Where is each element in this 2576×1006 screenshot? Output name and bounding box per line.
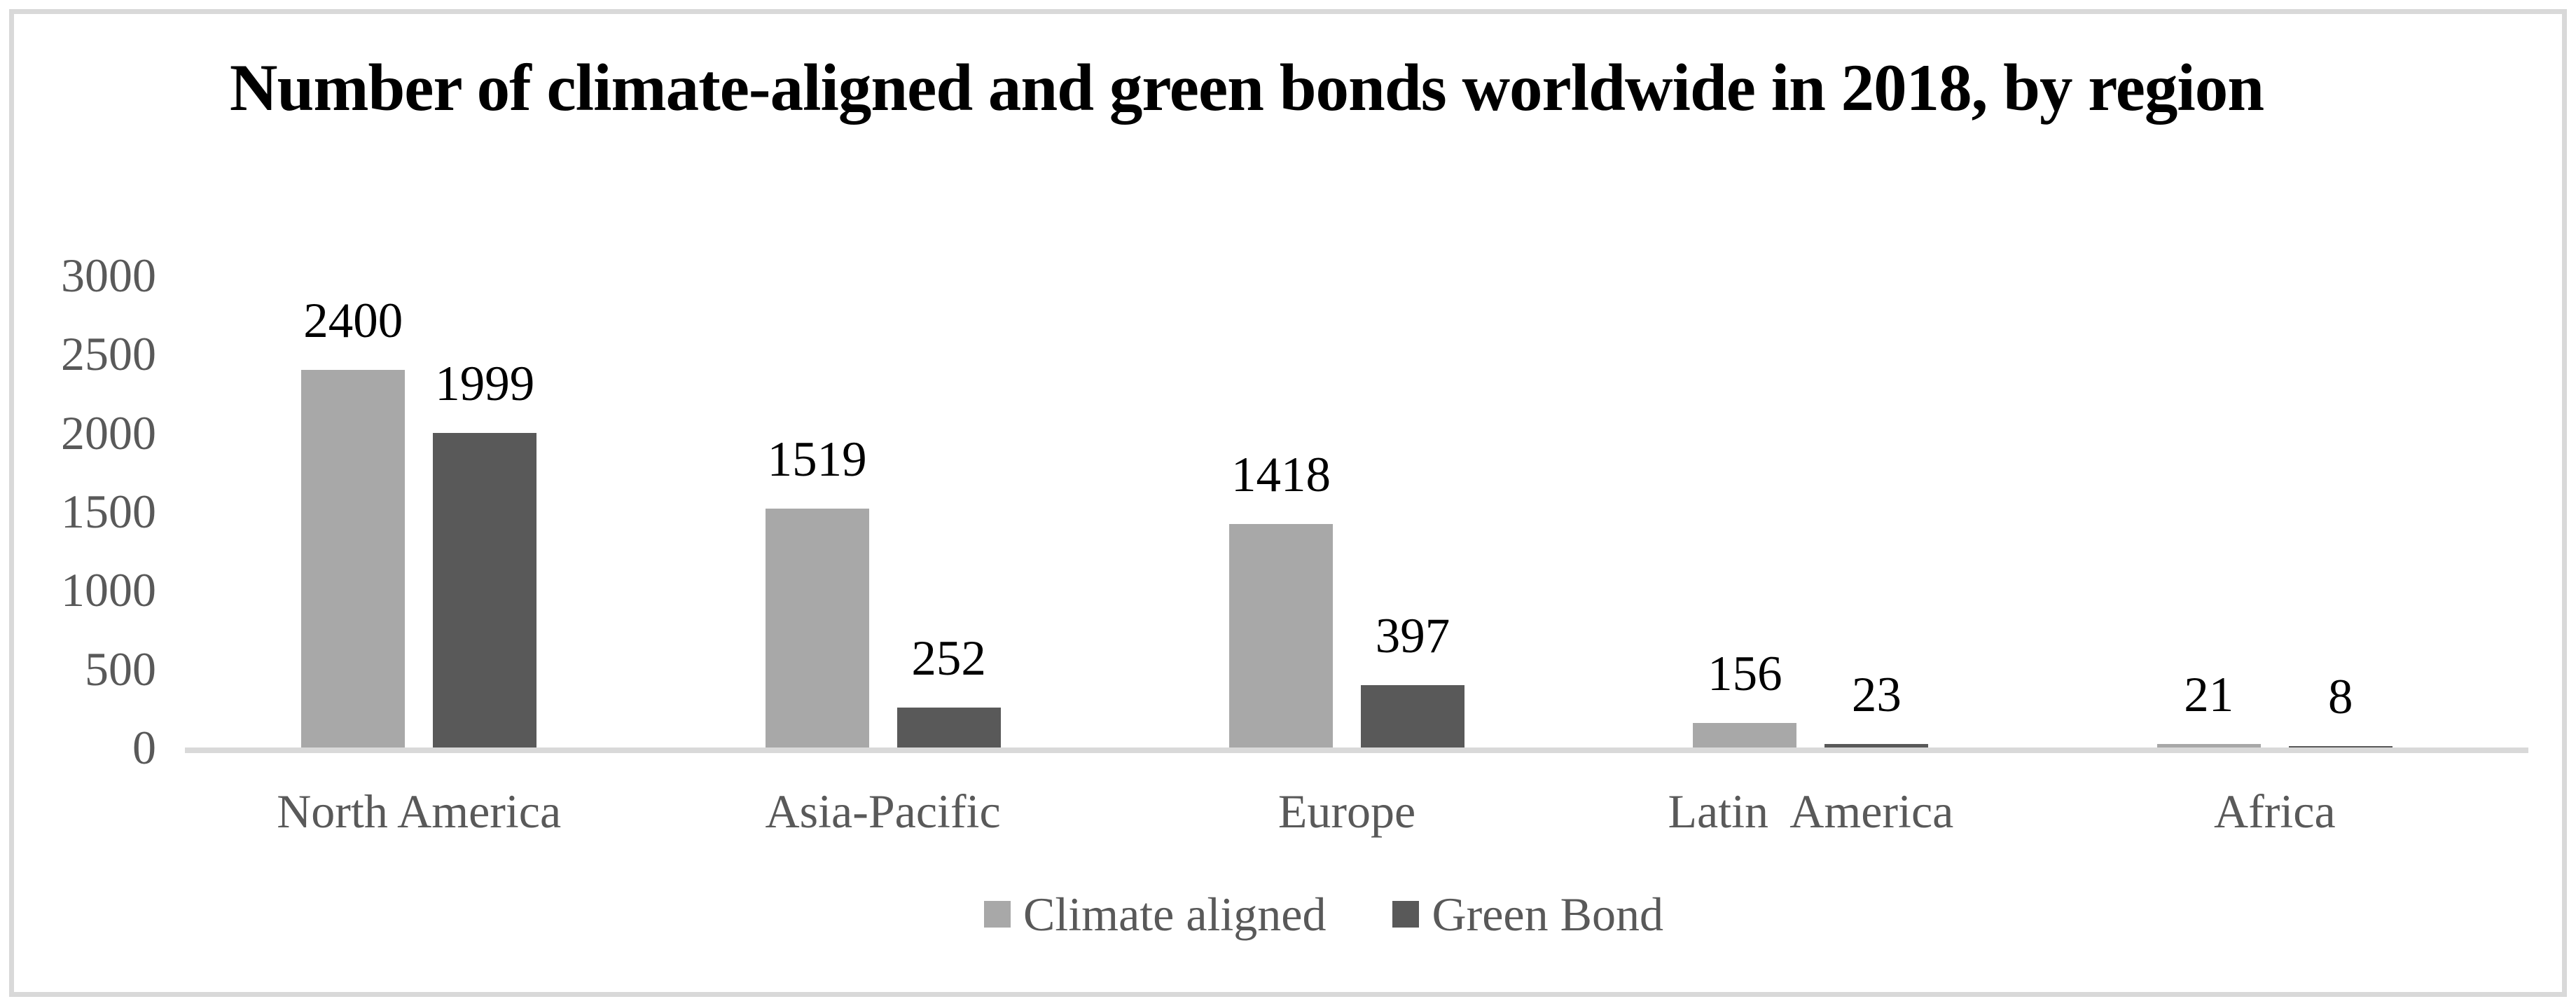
bar-value-label-green-bond-latin-america: 23	[1851, 668, 1902, 722]
climate-aligned-bar-latin-america	[1693, 723, 1797, 747]
bar-value-label-green-bond-africa: 8	[2328, 670, 2353, 724]
y-tick-label: 3000	[61, 249, 156, 302]
bar-value-label-green-bond-asia-pacific: 252	[911, 631, 986, 686]
legend: Climate aligned Green Bond	[164, 888, 2484, 940]
climate-aligned-bar-europe	[1229, 524, 1333, 747]
green-bond-bar-asia-pacific	[896, 708, 1001, 747]
y-tick-label: 0	[132, 721, 156, 774]
bar-value-label-climate-aligned-north-america: 2400	[303, 294, 403, 348]
x-axis-line	[185, 747, 2528, 753]
y-tick-label: 1000	[61, 563, 156, 617]
bar-value-label-green-bond-north-america: 1999	[435, 357, 535, 411]
bar-value-label-green-bond-europe: 397	[1375, 609, 1450, 663]
bar-value-label-climate-aligned-asia-pacific: 1519	[767, 432, 867, 487]
green-bond-bar-north-america	[433, 433, 537, 747]
green-bond-bar-africa	[2288, 746, 2393, 747]
climate-aligned-bar-asia-pacific	[765, 509, 869, 747]
climate-aligned-bar-africa	[2156, 744, 2261, 747]
bar-value-label-climate-aligned-africa: 21	[2184, 668, 2234, 722]
x-axis-label-asia-pacific: Asia-Pacific	[765, 785, 1001, 838]
y-tick-label: 1500	[61, 485, 156, 538]
legend-item-green-bond: Green Bond	[1392, 888, 1663, 940]
bar-value-label-climate-aligned-latin-america: 156	[1708, 647, 1782, 701]
y-tick-label: 500	[85, 642, 156, 696]
chart-title: Number of climate-aligned and green bond…	[229, 50, 2264, 125]
legend-label: Green Bond	[1432, 888, 1663, 941]
y-tick-label: 2000	[61, 406, 156, 460]
climate-aligned-swatch-icon	[984, 901, 1011, 928]
legend-label: Climate aligned	[1023, 888, 1327, 941]
green-bond-bar-latin-america	[1824, 744, 1929, 747]
legend-item-climate-aligned: Climate aligned	[984, 888, 1326, 940]
x-axis-label-europe: Europe	[1277, 785, 1416, 838]
green-bond-bar-europe	[1361, 685, 1464, 747]
climate-aligned-bar-north-america	[301, 370, 406, 747]
y-tick-label: 2500	[61, 327, 156, 381]
x-axis-label-latin-america: Latin America	[1668, 785, 1954, 838]
x-axis-label-africa: Africa	[2213, 785, 2336, 838]
bar-value-label-climate-aligned-europe: 1418	[1231, 448, 1331, 502]
x-axis-label-north-america: North America	[277, 785, 562, 838]
green-bond-swatch-icon	[1392, 901, 1420, 928]
